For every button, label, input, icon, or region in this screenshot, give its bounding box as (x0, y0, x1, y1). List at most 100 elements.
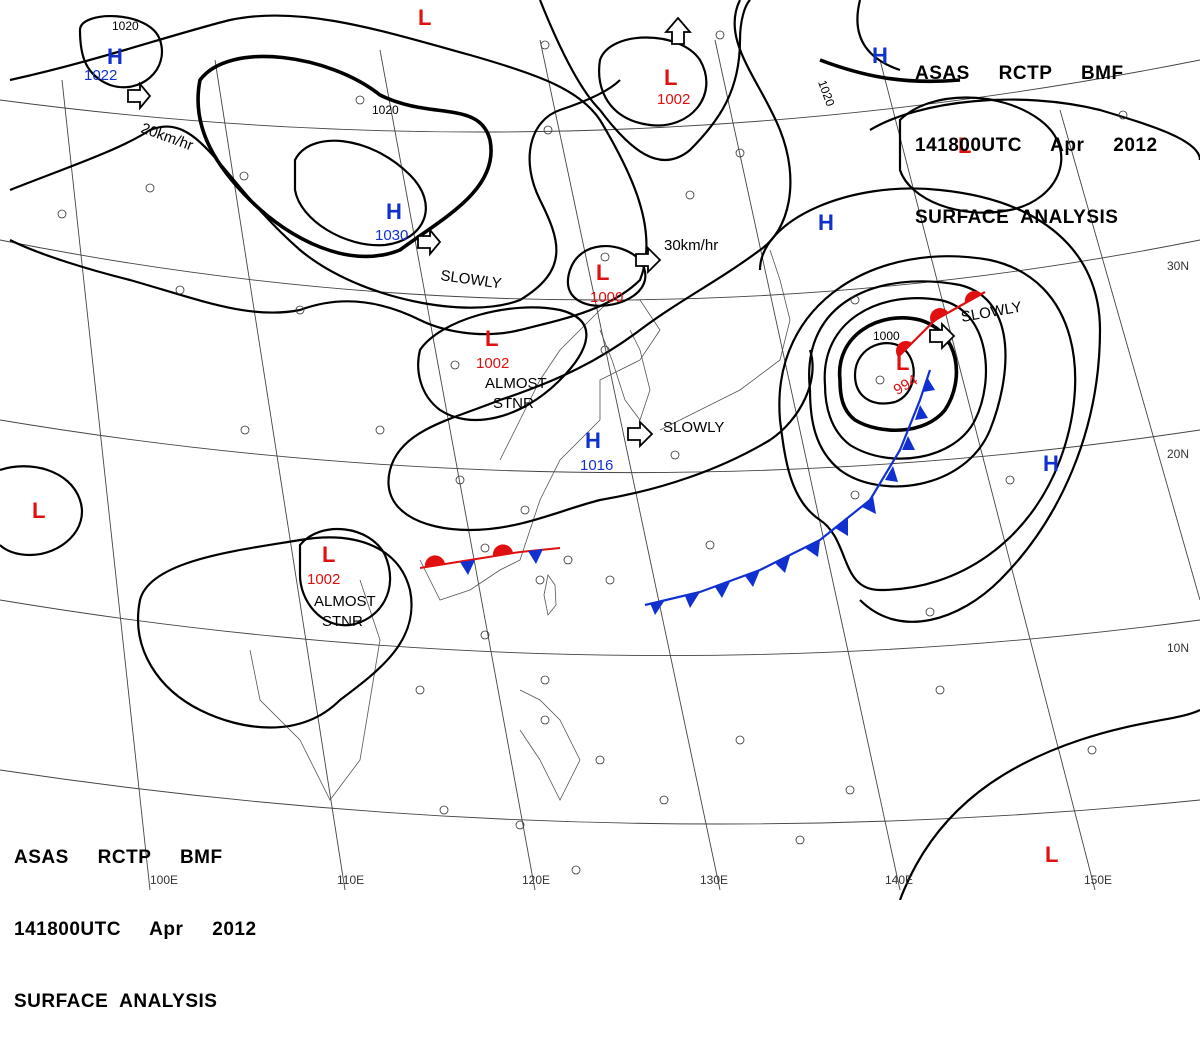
low-center-value: 1002 (307, 571, 340, 588)
cold-barb (923, 377, 935, 392)
isobar-l994-4 (808, 280, 1007, 488)
station-marker (685, 190, 695, 200)
low-center-label: L (664, 65, 677, 90)
lon-label: 150E (1084, 873, 1112, 887)
coast-china (419, 299, 661, 601)
station-plots (57, 30, 1128, 875)
parallel-40n (0, 59, 1200, 133)
low-center-label: L (1045, 842, 1058, 867)
parallel-30n (0, 239, 1200, 301)
move-arrow-l994 (929, 321, 956, 351)
high-center-label: H (107, 44, 123, 69)
lat-label: 10N (1167, 641, 1189, 655)
high-center-value: 1022 (84, 67, 117, 84)
low-center-label: L (958, 133, 971, 158)
isobar-l994-6 (758, 187, 1102, 623)
move-arrow-h1030 (417, 227, 442, 257)
low-center-value: 994 (891, 372, 921, 399)
isobar-south-1012 (387, 349, 814, 532)
low-center-label: L (896, 350, 909, 375)
low-center-label: L (32, 498, 45, 523)
station-marker (540, 715, 550, 725)
cold-barb (715, 582, 730, 598)
station-marker (735, 735, 745, 745)
station-marker (1005, 475, 1015, 485)
speed-note: 20km/hr (139, 120, 196, 155)
isobar-se-l (898, 709, 1200, 900)
cold-barb (528, 549, 543, 564)
station-marker (595, 755, 605, 765)
title-line-1: ASAS RCTP BMF (14, 847, 223, 868)
isobar-l1000 (566, 245, 647, 307)
station-marker (670, 450, 680, 460)
station-marker (540, 40, 550, 50)
isobar-north-band (9, 14, 648, 336)
station-marker (480, 543, 490, 553)
isobar-l1002-s-outer (137, 536, 413, 729)
station-marker (935, 685, 945, 695)
station-marker (540, 675, 550, 685)
warm-bulb (964, 290, 982, 303)
warm-bulb (930, 308, 948, 324)
cold-barb (745, 570, 760, 587)
station-marker (795, 835, 805, 845)
movement-arrows (127, 16, 956, 449)
meridian-150e (879, 59, 1096, 891)
low-center-value: 1000 (590, 289, 623, 306)
cold-barb (835, 518, 848, 536)
lon-label: 100E (150, 873, 178, 887)
move-arrow-l1002-n (664, 16, 692, 45)
coast-indochina (249, 579, 381, 801)
cold-barb (685, 592, 700, 608)
isobar-west-l (0, 465, 83, 557)
isobar-l1002-outer (388, 0, 792, 471)
station-marker (455, 475, 465, 485)
stnr-note: ALMOST STNR (485, 375, 551, 412)
station-marker (845, 785, 855, 795)
station-marker (875, 375, 885, 385)
stnr-line1: ALMOST (314, 593, 376, 610)
title-line-1: ASAS RCTP BMF (915, 63, 1124, 84)
low-center-value: 1002 (476, 355, 509, 372)
station-marker (925, 607, 935, 617)
station-marker (571, 865, 581, 875)
station-marker (439, 805, 449, 815)
meridian-110e (214, 59, 346, 891)
meridian-120e (379, 49, 536, 891)
coast-philippines (519, 689, 581, 801)
stnr-note: ALMOST STNR (314, 593, 380, 630)
station-marker (295, 305, 305, 315)
coast-taiwan (543, 574, 557, 616)
cold-barb (915, 405, 928, 420)
station-marker (1087, 745, 1097, 755)
station-marker (175, 285, 185, 295)
meridian-160e (1059, 109, 1200, 601)
pressure-centers: H 1022 H 1030 H 1016 H H H L L 1002 L L … (32, 5, 1059, 867)
lon-label: 130E (700, 873, 728, 887)
station-marker (450, 360, 460, 370)
warm-bulb (895, 340, 912, 357)
lon-label: 120E (522, 873, 550, 887)
title-line-3: SURFACE ANALYSIS (915, 207, 1119, 228)
isobar-l994-1 (853, 342, 915, 405)
lon-label: 110E (337, 873, 364, 887)
cold-barb (862, 496, 876, 514)
lat-lon-grid (0, 39, 1200, 891)
isobar-ne-h (856, 0, 901, 72)
station-marker (515, 820, 525, 830)
station-marker (145, 183, 155, 193)
isobar-l1002-s (298, 527, 392, 627)
station-marker (240, 425, 250, 435)
isobars (0, 0, 1200, 900)
station-marker (520, 505, 530, 515)
low-center-label: L (485, 326, 498, 351)
title-line-2: 141800UTC Apr 2012 (14, 919, 257, 940)
title-line-2: 141800UTC Apr 2012 (915, 135, 1158, 156)
isobar-1020-ne (819, 58, 961, 84)
high-center-value: 1030 (375, 227, 408, 244)
station-marker (535, 575, 545, 585)
station-marker (543, 125, 553, 135)
isobar-upper-trough (538, 0, 751, 162)
speed-note: 30km/hr (664, 237, 718, 254)
station-marker (57, 209, 67, 219)
